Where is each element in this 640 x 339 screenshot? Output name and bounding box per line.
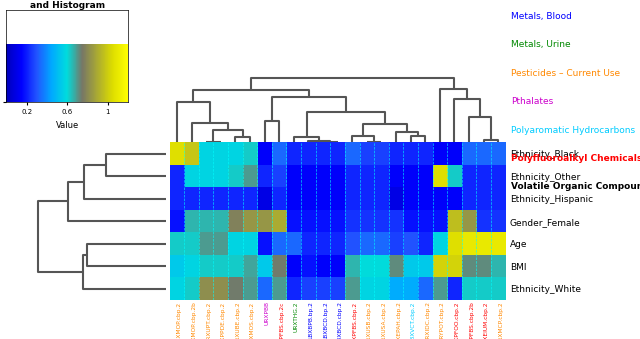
Text: Polyaromatic Hydrocarbons: Polyaromatic Hydrocarbons [511,125,636,135]
Text: Polyfluoroalkyl Chemicals: Polyfluoroalkyl Chemicals [511,154,640,163]
X-axis label: Value: Value [56,121,79,130]
Text: Pthalates: Pthalates [511,97,554,106]
Text: Metals, Urine: Metals, Urine [511,40,571,49]
Title: Color Key
and Histogram: Color Key and Histogram [29,0,105,10]
Text: Pesticides – Current Use: Pesticides – Current Use [511,69,621,78]
Text: Metals, Blood: Metals, Blood [511,12,572,21]
Text: Volatile Organic Compounds: Volatile Organic Compounds [511,182,640,192]
